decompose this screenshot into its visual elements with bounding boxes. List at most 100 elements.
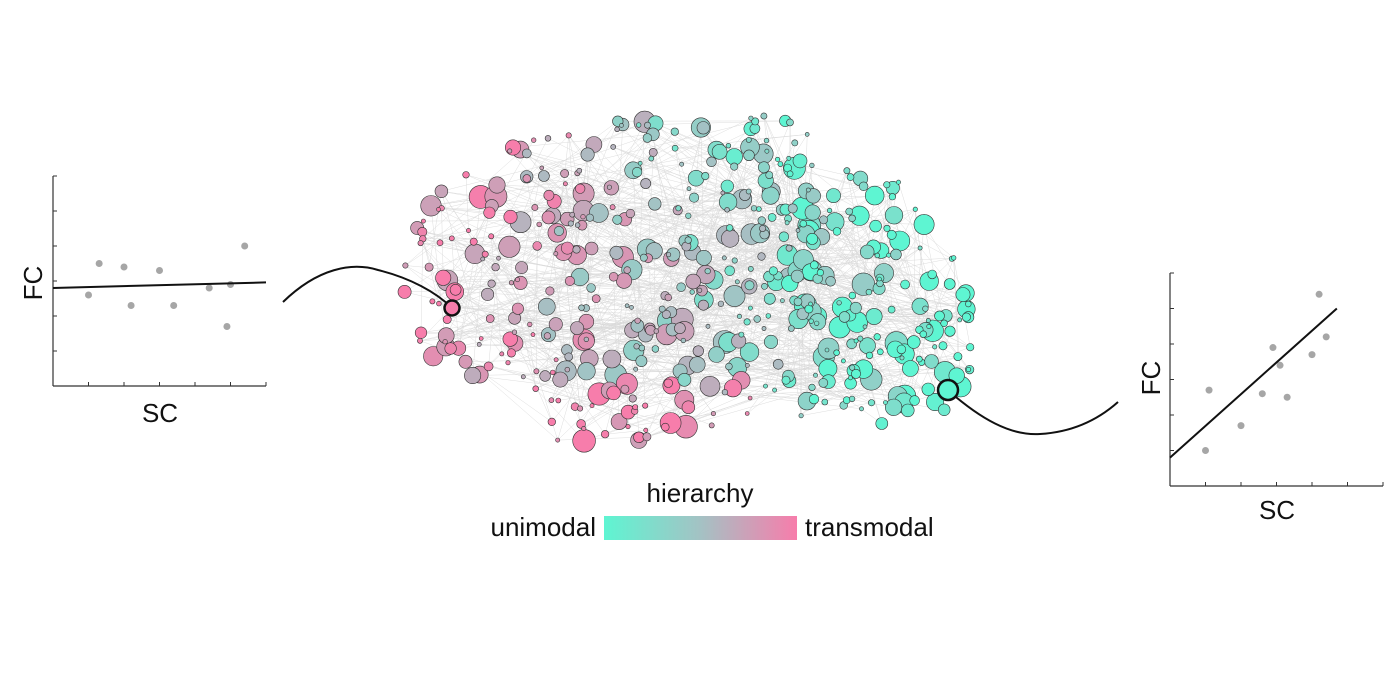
network-node [705,323,711,329]
network-node [632,404,639,410]
scatter-point [1322,333,1330,341]
network-node [724,207,730,213]
network-node [449,283,462,296]
network-node [664,293,672,302]
network-node [577,405,584,412]
network-node [725,143,732,149]
network-node [576,167,583,174]
network-node [841,358,846,364]
network-node [772,387,777,393]
network-node [704,268,711,275]
network-node [661,422,670,432]
network-node [763,334,778,349]
network-node [585,213,594,222]
network-node [588,203,609,223]
network-node [480,256,486,262]
network-node [698,299,709,311]
network-node [896,179,901,185]
network-node [496,255,501,261]
network-node [507,148,513,154]
network-node [720,179,734,193]
network-node [671,144,679,152]
network-node [961,312,971,322]
network-node [723,379,742,398]
network-node [615,272,632,289]
network-node [514,277,520,283]
network-node [681,400,696,414]
highlighted-node-transmodal [443,299,461,317]
network-node [919,330,927,338]
network-node [836,300,842,306]
network-node [869,219,882,233]
scatter-point [1315,290,1323,298]
network-node [502,331,518,347]
network-node [853,338,859,344]
network-node [666,252,672,258]
network-node [763,383,768,389]
scatter-point [95,260,103,267]
network-node [589,403,595,409]
network-node [633,366,639,372]
network-node [808,318,814,324]
network-node [851,368,861,379]
network-node [877,276,882,282]
network-node [515,261,528,274]
network-node [511,302,524,315]
network-node [563,181,568,187]
network-node [938,341,948,351]
network-node [610,413,628,430]
network-node [787,203,798,214]
network-node [478,336,484,341]
left-plot-ylabel: FC [18,266,48,301]
network-node [884,206,904,225]
network-node [631,167,643,178]
network-nodes [397,110,976,453]
network-node [907,335,921,349]
network-node [849,301,862,314]
network-node [809,260,819,270]
network-node [692,345,704,357]
network-node [867,399,875,407]
network-node [859,406,864,412]
network-node [614,126,620,133]
network-node [748,115,754,121]
network-node [726,224,734,232]
network-node [644,121,651,129]
network-node [842,396,851,405]
network-node [778,231,790,242]
network-node [809,162,815,168]
network-node [832,227,842,236]
brain-network [397,110,976,453]
network-node [609,245,624,260]
network-node [753,315,761,323]
network-node [924,354,939,369]
network-node [751,117,760,126]
network-node [483,361,494,372]
network-node [757,216,766,225]
network-node [684,236,692,244]
network-node [743,318,751,326]
network-node [874,252,880,259]
network-node [543,189,555,201]
network-node [826,188,841,203]
network-node [940,319,948,327]
network-node [739,342,760,362]
network-node [547,417,556,427]
network-node [787,325,795,332]
network-node [625,208,636,219]
network-node [736,313,742,319]
network-node [808,301,813,307]
network-node [912,206,918,212]
network-node [504,139,521,156]
network-node [581,425,587,431]
network-node [858,181,869,192]
network-node [805,187,811,193]
network-node [541,210,556,225]
network-node [564,366,570,373]
network-node [886,229,897,240]
network-node [901,403,915,418]
network-node [696,121,710,135]
network-node [772,358,784,370]
network-node [586,283,596,293]
network-node [429,298,436,305]
